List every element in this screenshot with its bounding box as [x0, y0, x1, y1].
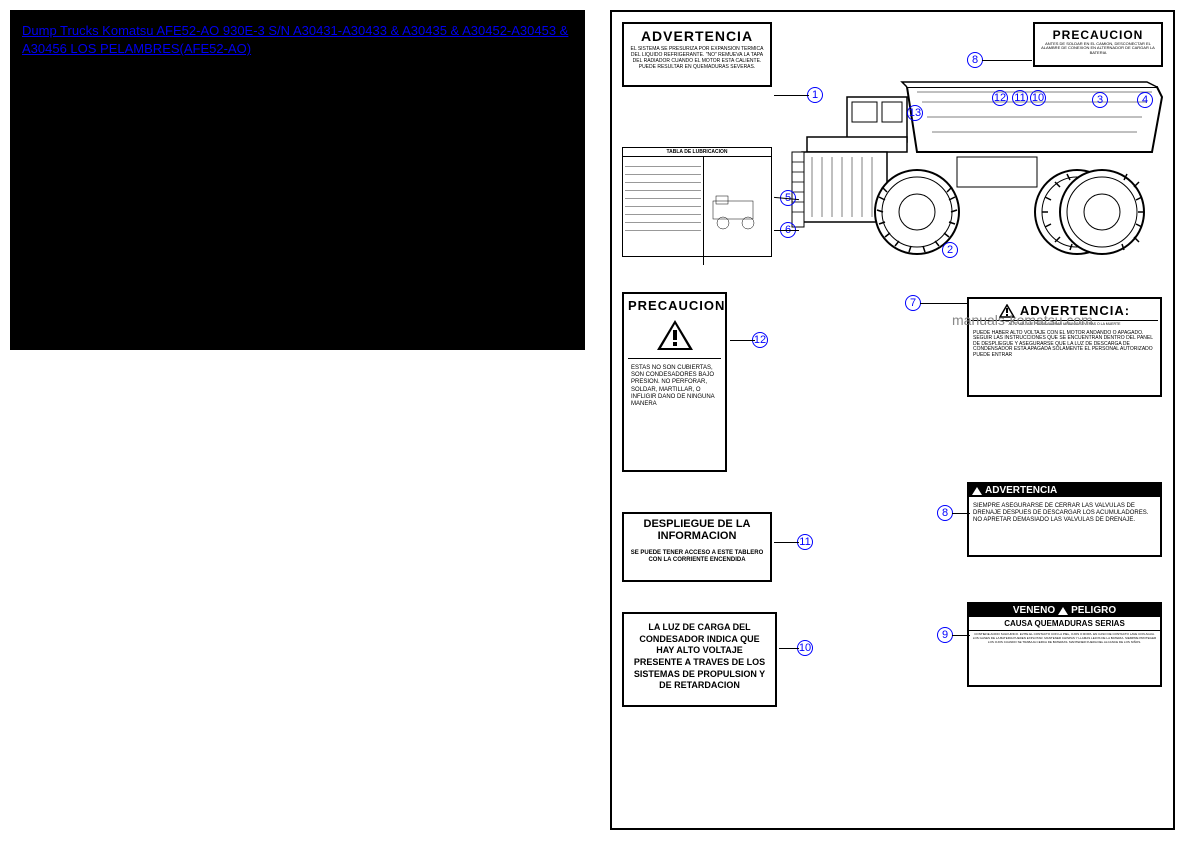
callout-1: 1	[807, 87, 823, 103]
callout-4: 4	[1137, 92, 1153, 108]
plate-title: PRECAUCION	[1039, 28, 1157, 42]
plate-advertencia-3: ADVERTENCIA SIEMPRE ASEGURARSE DE CERRAR…	[967, 482, 1162, 557]
plate-text: SIEMPRE ASEGURARSE DE CERRAR LAS VALVULA…	[969, 499, 1160, 529]
leader-line	[920, 303, 968, 304]
truck-illustration	[787, 62, 1167, 262]
callout-8b: 8	[937, 505, 953, 521]
leader-line	[952, 635, 970, 636]
left-panel: Dump Trucks Komatsu AFE52-AO 930E-3 S/N …	[0, 0, 595, 842]
leader-line	[774, 542, 799, 543]
plate-voltage: LA LUZ DE CARGA DEL CONDESADOR INDICA QU…	[622, 612, 777, 707]
plate-header: ADVERTENCIA	[969, 484, 1160, 497]
warning-triangle-icon	[972, 487, 982, 495]
right-panel: ADVERTENCIA EL SISTEMA SE PRESURIZA POR …	[595, 0, 1190, 842]
product-link[interactable]: Dump Trucks Komatsu AFE52-AO 930E-3 S/N …	[22, 23, 568, 56]
callout-12: 12	[992, 90, 1008, 106]
plate-title: PRECAUCION	[628, 298, 721, 313]
plate-title: ADVERTENCIA	[985, 485, 1057, 496]
callout-3: 3	[1092, 92, 1108, 108]
plate-text: SE PUEDE TENER ACCESO A ESTE TABLERO CON…	[628, 550, 766, 564]
plate-veneno: VENENO PELIGRO CAUSA QUEMADURAS SERIAS C…	[967, 602, 1162, 687]
plate-header: VENENO PELIGRO	[969, 604, 1160, 617]
warning-triangle-icon	[1058, 607, 1068, 615]
callout-8: 8	[967, 52, 983, 68]
diagram: ADVERTENCIA EL SISTEMA SE PRESURIZA POR …	[610, 10, 1175, 830]
mini-truck-icon	[708, 191, 768, 231]
plate-text: ESTAS NO SON CUBIERTAS, SON CONDESADORES…	[628, 362, 721, 411]
plate-text: CONTIENE ACIDO SULFURICO. EVITE EL CONTA…	[969, 631, 1160, 647]
leader-line	[774, 230, 799, 231]
plate-text: PUEDE HABER ALTO VOLTAJE CON EL MOTOR AN…	[971, 329, 1158, 361]
leader-line	[982, 60, 1032, 61]
plate-precaucion-1: PRECAUCION ANTES DE SOLDAR EN EL CAMION,…	[1033, 22, 1163, 67]
plate-subtitle: CAUSA QUEMADURAS SERIAS	[969, 617, 1160, 631]
title-box: Dump Trucks Komatsu AFE52-AO 930E-3 S/N …	[10, 10, 585, 350]
plate-precaucion-2: PRECAUCION ESTAS NO SON CUBIERTAS, SON C…	[622, 292, 727, 472]
callout-10b: 10	[797, 640, 813, 656]
lubrication-table: TABLA DE LUBRICACION	[622, 147, 772, 257]
plate-text: ANTES DE SOLDAR EN EL CAMION, DESCONECTA…	[1039, 42, 1157, 55]
peligro-label: PELIGRO	[1071, 605, 1116, 616]
plate-title: ADVERTENCIA	[628, 28, 766, 44]
callout-13: 13	[907, 105, 923, 121]
plate-info: DESPLIEGUE DE LA INFORMACION SE PUEDE TE…	[622, 512, 772, 582]
leader-line	[779, 648, 799, 649]
callout-10: 10	[1030, 90, 1046, 106]
plate-advertencia-1: ADVERTENCIA EL SISTEMA SE PRESURIZA POR …	[622, 22, 772, 87]
callout-11b: 11	[797, 534, 813, 550]
warning-triangle-icon	[655, 318, 695, 353]
leader-line	[774, 95, 809, 96]
watermark: manuals-komatsu.com	[952, 312, 1093, 328]
callout-9: 9	[937, 627, 953, 643]
plate-text: EL SISTEMA SE PRESURIZA POR EXPANSION TE…	[628, 46, 766, 70]
plate-title: DESPLIEGUE DE LA INFORMACION	[628, 518, 766, 542]
callout-7: 7	[905, 295, 921, 311]
callout-11: 11	[1012, 90, 1028, 106]
lube-title: TABLA DE LUBRICACION	[623, 148, 771, 157]
veneno-label: VENENO	[1013, 605, 1055, 616]
leader-line	[952, 513, 970, 514]
leader-line	[730, 340, 755, 341]
link-prefix: Dump Trucks Komatsu	[22, 23, 156, 38]
plate-text: LA LUZ DE CARGA DEL CONDESADOR INDICA QU…	[628, 618, 771, 696]
callout-2: 2	[942, 242, 958, 258]
